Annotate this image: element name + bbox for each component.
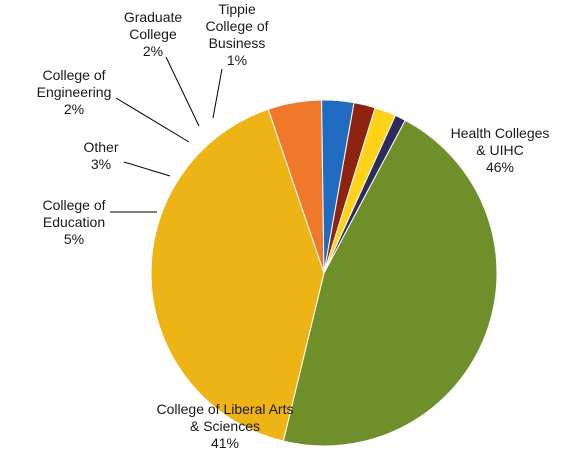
leader-line — [115, 97, 190, 143]
slice-label: Other 3% — [83, 139, 118, 172]
pie-slice-college-of-liberal-arts-sciences — [150, 108, 325, 442]
pie-slice-tippie-college-of-business — [323, 114, 406, 274]
pie-slice-health-colleges-uihc — [282, 119, 498, 447]
slice-labels: Health Colleges & UIHC 46% College of Liber… — [37, 1, 550, 451]
leader-line — [123, 161, 171, 177]
slice-label: Tippie College of Business 1% — [205, 1, 268, 68]
slice-label: College of Engineering 2% — [37, 67, 112, 117]
slice-label: College of Education 5% — [42, 197, 105, 247]
slice-label: College of Liberal Arts & Sciences 41% — [157, 401, 294, 451]
leader-line — [212, 68, 223, 119]
leader-lines — [110, 56, 223, 213]
slice-label: Graduate College 2% — [124, 9, 183, 59]
leader-line — [165, 56, 200, 127]
slice-label: Health Colleges & UIHC 46% — [451, 125, 550, 175]
pie-slices — [150, 99, 498, 447]
